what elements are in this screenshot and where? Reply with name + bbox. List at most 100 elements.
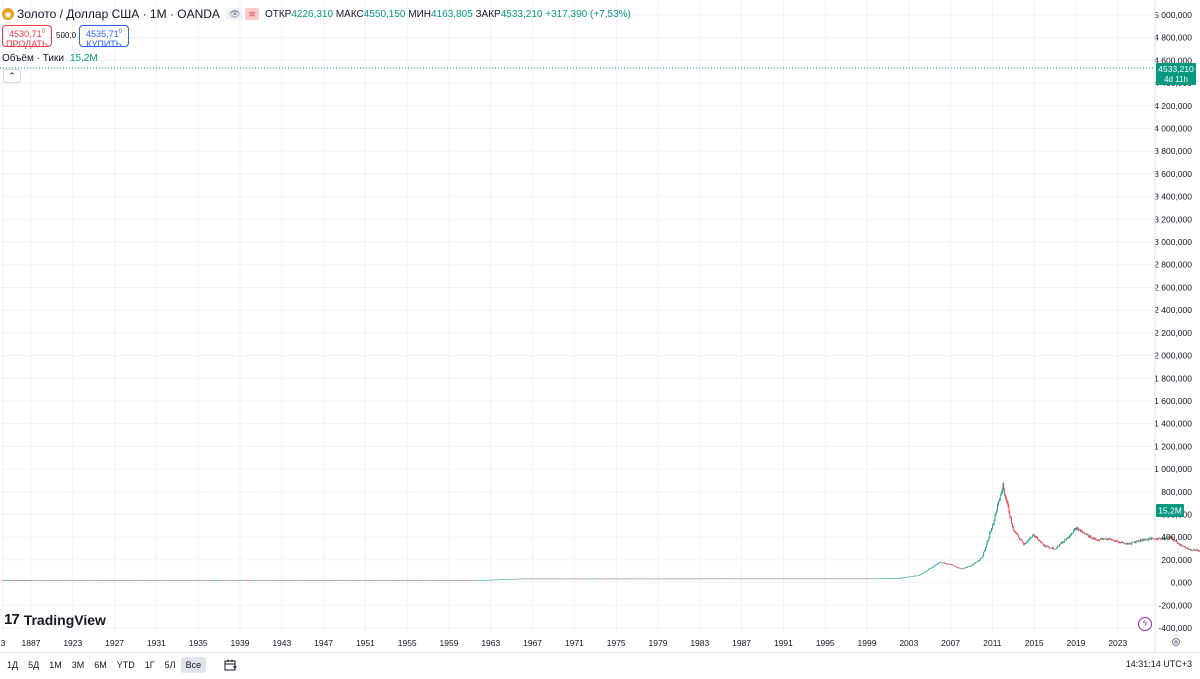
candle-body [232, 580, 234, 581]
candle-body [1165, 537, 1167, 539]
volume-legend[interactable]: Объём · Тики 15,2M [2, 53, 98, 64]
candle-body [900, 577, 902, 579]
candle-body [863, 578, 865, 580]
candle-body [351, 580, 353, 581]
candle-body [1009, 512, 1011, 517]
candle-body [989, 532, 991, 538]
candle-body [1014, 530, 1016, 532]
candle-body [883, 578, 884, 580]
candle-body [338, 580, 339, 581]
candle-body [712, 578, 714, 580]
candle-body [683, 578, 685, 580]
candle-body [1177, 543, 1179, 544]
candle-body [713, 578, 715, 580]
candle-body [1039, 540, 1041, 543]
candle-body [933, 565, 935, 567]
date-range-calendar-icon[interactable] [224, 659, 237, 671]
candle-body [350, 580, 351, 581]
candle-body [531, 578, 533, 580]
range-toolbar: 1Д 5Д 1М 3М 6М YTD 1Г 5Л Все [0, 655, 1200, 675]
candle-body [1169, 537, 1171, 539]
candle-body [769, 578, 770, 580]
range-1d[interactable]: 1Д [7, 660, 19, 670]
candle-body [519, 578, 520, 580]
tradingview-logo[interactable]: 17 TradingView [4, 611, 106, 628]
range-1m[interactable]: 1М [49, 660, 62, 670]
x-axis-tick-label: 1887 [22, 638, 41, 648]
settings-gear-icon[interactable] [1171, 637, 1181, 647]
candle-body [598, 578, 600, 580]
collapse-legend-button[interactable]: ⌃ [3, 69, 21, 83]
candle-body [636, 578, 638, 580]
candle-body [1008, 506, 1010, 513]
candle-body [887, 578, 889, 579]
candle-body [840, 578, 842, 580]
candle-body [751, 578, 753, 580]
candle-body [642, 578, 644, 580]
candle-body [36, 580, 38, 581]
candle-body [625, 578, 627, 580]
symbol-title[interactable]: Золото / Доллар США · 1М · OANDA [17, 7, 220, 21]
last-volume-badge[interactable]: 15,2M [1156, 504, 1184, 517]
candle-body [408, 580, 410, 581]
candle-body [1073, 528, 1075, 531]
candle-body [259, 580, 261, 581]
candle-body [799, 578, 801, 580]
candle-body [263, 580, 264, 581]
candle-body [974, 562, 976, 564]
candle-body [1035, 536, 1037, 538]
y-axis-tick-label: 3 200,000 [1154, 214, 1192, 224]
candle-body [981, 557, 983, 559]
candle-body [1017, 533, 1019, 536]
candle-body [847, 578, 849, 580]
candle-body [1140, 539, 1142, 541]
candle-body [1118, 541, 1120, 543]
x-axis-tick-label: 1947 [314, 638, 333, 648]
clock-timezone[interactable]: 14:31:14 UTC+3 [1125, 659, 1192, 669]
candle-body [982, 555, 984, 558]
candle-body [697, 578, 699, 580]
candle-body [349, 580, 351, 581]
alert-icon[interactable]: ≋ [245, 8, 259, 20]
candle-body [823, 578, 824, 580]
candle-body [197, 580, 199, 581]
range-5d[interactable]: 5Д [28, 660, 40, 670]
candle-body [262, 580, 264, 581]
candle-body [935, 564, 937, 566]
candle-body [1166, 537, 1167, 539]
candle-body [1078, 528, 1080, 531]
x-axis-tick-label: 1967 [523, 638, 542, 648]
candle-body [1125, 543, 1127, 545]
candle-body [251, 580, 253, 581]
range-3m[interactable]: 3М [71, 660, 85, 670]
candle-body [596, 578, 598, 580]
eye-icon[interactable]: 👁 [225, 8, 244, 20]
candle-body [668, 578, 670, 580]
candle-body [87, 580, 89, 581]
range-all[interactable]: Все [180, 657, 207, 673]
candle-body [452, 580, 453, 581]
candle-body [779, 578, 781, 580]
candle-body [926, 570, 928, 572]
range-1y[interactable]: 1Г [144, 660, 155, 670]
candle-body [1061, 542, 1063, 544]
candle-body [643, 578, 645, 580]
candle-body [588, 578, 590, 580]
symbol-legend[interactable]: ◉ Золото / Доллар США · 1М · OANDA 👁 ≋ О… [0, 6, 631, 22]
candle-body [737, 578, 739, 580]
range-5y[interactable]: 5Л [164, 660, 176, 670]
candle-body [1168, 536, 1170, 539]
range-6m[interactable]: 6М [94, 660, 107, 670]
lightning-icon[interactable]: ϟ [1138, 617, 1152, 631]
candle-body [265, 580, 267, 581]
candle-body [1005, 497, 1007, 502]
candle-body [583, 578, 585, 580]
sell-button[interactable]: 4530,710 ПРОДАТЬ [2, 25, 52, 49]
buy-button[interactable]: 4535,710 КУПИТЬ [79, 25, 129, 49]
range-ytd[interactable]: YTD [116, 660, 135, 670]
candle-body [4, 580, 6, 581]
candle-body [579, 578, 581, 580]
x-axis-tick-label: 1987 [732, 638, 751, 648]
